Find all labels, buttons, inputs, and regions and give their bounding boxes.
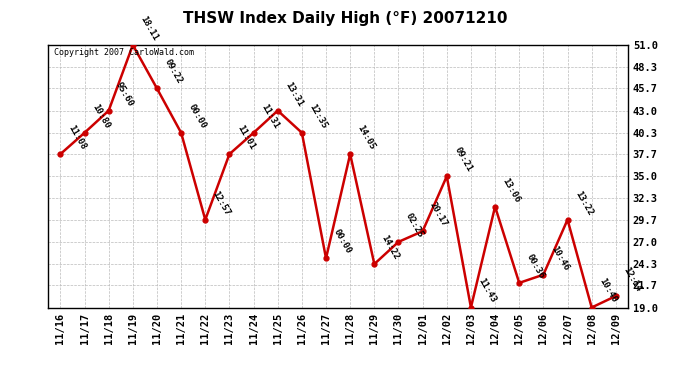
Text: 11:43: 11:43 xyxy=(477,277,497,305)
Text: 09:22: 09:22 xyxy=(163,58,184,86)
Text: 10:80: 10:80 xyxy=(90,102,111,130)
Text: 14:22: 14:22 xyxy=(380,234,401,261)
Text: 09:21: 09:21 xyxy=(453,146,473,174)
Text: Copyright 2007 CarloWald.com: Copyright 2007 CarloWald.com xyxy=(54,48,194,57)
Text: 11:08: 11:08 xyxy=(66,123,87,152)
Text: 13:22: 13:22 xyxy=(573,189,594,217)
Text: 18:11: 18:11 xyxy=(139,15,159,42)
Text: 13:31: 13:31 xyxy=(284,80,304,108)
Text: 02:25: 02:25 xyxy=(404,211,425,239)
Text: THSW Index Daily High (°F) 20071210: THSW Index Daily High (°F) 20071210 xyxy=(183,11,507,26)
Text: 00:36: 00:36 xyxy=(525,252,546,280)
Text: 10:40: 10:40 xyxy=(598,277,618,305)
Text: 20:17: 20:17 xyxy=(428,201,449,228)
Text: 13:06: 13:06 xyxy=(501,176,522,204)
Text: 12:35: 12:35 xyxy=(308,102,328,130)
Text: 14:05: 14:05 xyxy=(356,123,377,152)
Text: 95:60: 95:60 xyxy=(115,80,135,108)
Text: 00:00: 00:00 xyxy=(187,102,208,130)
Text: 12:14: 12:14 xyxy=(622,266,642,293)
Text: 11:01: 11:01 xyxy=(235,123,256,152)
Text: 11:31: 11:31 xyxy=(259,102,280,130)
Text: 00:00: 00:00 xyxy=(332,228,353,255)
Text: 10:46: 10:46 xyxy=(549,244,570,272)
Text: 12:57: 12:57 xyxy=(211,189,232,217)
